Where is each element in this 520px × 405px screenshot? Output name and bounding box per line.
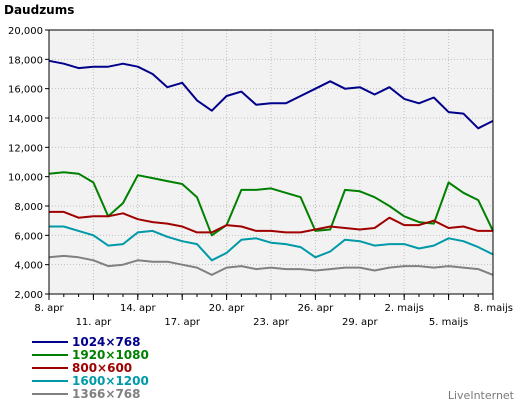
x-tick-label: 23. apr	[253, 317, 290, 328]
x-tick-label: 5. maijs	[429, 317, 468, 328]
legend: 1024×7681920×1080800×6001600×12001366×76…	[32, 335, 149, 401]
y-tick-label: 20,000	[8, 26, 43, 37]
x-tick-label: 11. apr	[76, 317, 113, 328]
y-axis-label: Daudzums	[4, 3, 74, 17]
series-line-4	[48, 254, 494, 276]
y-tick-label: 8,000	[14, 202, 43, 213]
legend-label-3: 1600×1200	[72, 374, 149, 388]
series-lines	[48, 59, 494, 276]
legend-label-4: 1366×768	[72, 387, 141, 401]
x-tick-label: 26. apr	[298, 303, 335, 314]
legend-label-2: 800×600	[72, 361, 132, 375]
x-tick-label: 20. apr	[209, 303, 246, 314]
y-tick-label: 12,000	[8, 143, 43, 154]
series-line-2	[49, 210, 493, 234]
x-tick-label: 2. maijs	[385, 303, 424, 314]
y-tick-label: 10,000	[8, 173, 43, 184]
series-line-1	[48, 171, 494, 237]
series-line-3	[49, 225, 494, 262]
x-tick-label: 17. apr	[164, 317, 201, 328]
brand-label: LiveInternet	[448, 389, 515, 402]
y-tick-label: 14,000	[8, 114, 43, 125]
y-axis-ticks: 2,000 4,000 6,000 8,000 10,000 12,000 14,000 16…	[8, 26, 49, 301]
plot-border	[48, 29, 494, 295]
x-tick-label: 8. maijs	[474, 303, 513, 314]
y-tick-label: 4,000	[14, 261, 43, 272]
x-tick-label: 8. apr	[34, 303, 64, 314]
legend-label-0: 1024×768	[72, 335, 141, 349]
y-tick-label: 6,000	[14, 231, 43, 242]
y-tick-label: 16,000	[8, 85, 43, 96]
grid-lines	[49, 30, 493, 294]
x-axis-ticks: 8. apr 11. apr 14. apr 17. apr 20. apr 23. ap…	[34, 294, 513, 328]
y-tick-label: 2,000	[14, 290, 43, 301]
x-tick-label: 14. apr	[120, 303, 157, 314]
y-tick-label: 18,000	[8, 55, 43, 66]
legend-label-1: 1920×1080	[72, 348, 149, 362]
x-tick-label: 29. apr	[342, 317, 379, 328]
series-line-0	[48, 59, 494, 130]
